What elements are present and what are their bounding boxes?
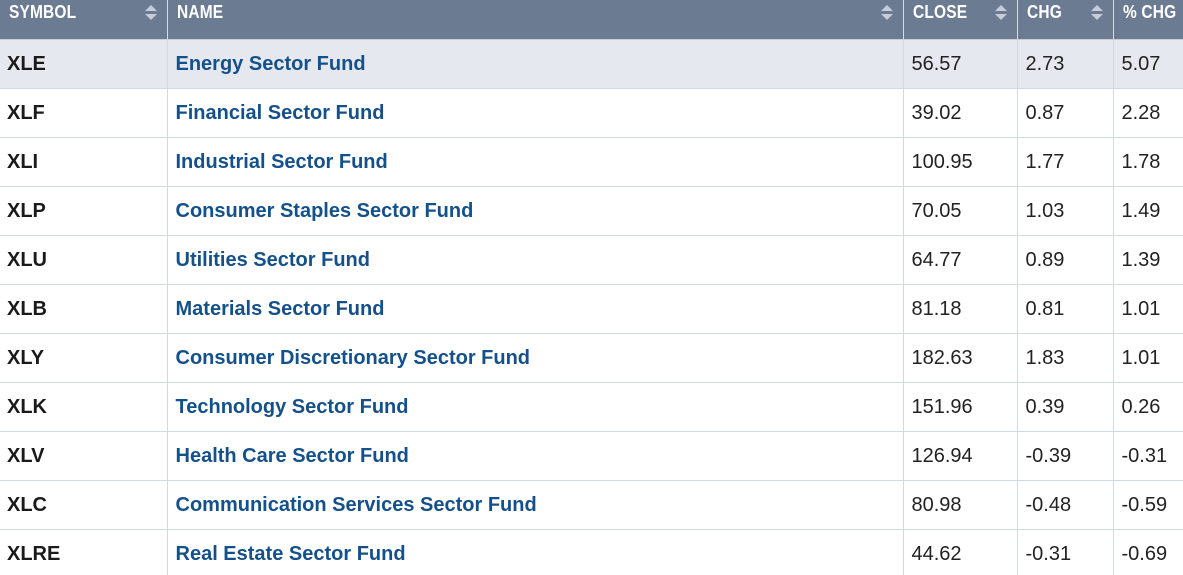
pct-chg-cell: 1.78 [1113, 137, 1183, 187]
table-row[interactable]: XLI Industrial Sector Fund 100.95 1.77 1.78 [0, 137, 1183, 187]
table-row[interactable]: XLU Utilities Sector Fund 64.77 0.89 1.39 [0, 235, 1183, 285]
pct-chg-cell: -0.59 [1113, 480, 1183, 530]
name-cell: Energy Sector Fund [167, 39, 904, 89]
pct-chg-cell: 1.39 [1113, 235, 1183, 285]
column-header-name[interactable]: NAME [167, 0, 904, 40]
fund-name-link[interactable]: Energy Sector Fund [175, 52, 366, 75]
symbol-cell: XLV [0, 431, 168, 481]
chg-cell: 1.77 [1017, 137, 1114, 187]
fund-name-link[interactable]: Consumer Staples Sector Fund [175, 199, 474, 222]
name-cell: Materials Sector Fund [167, 284, 904, 334]
table-body: XLE Energy Sector Fund 56.57 2.73 5.07 XLF Fin… [0, 39, 1183, 575]
close-cell: 81.18 [903, 284, 1018, 334]
pct-chg-cell: -0.69 [1113, 529, 1183, 575]
table-row[interactable]: XLB Materials Sector Fund 81.18 0.81 1.01 [0, 284, 1183, 334]
close-cell: 39.02 [903, 88, 1018, 138]
chg-cell: 1.83 [1017, 333, 1114, 383]
pct-chg-cell: 1.49 [1113, 186, 1183, 236]
table-row[interactable]: XLK Technology Sector Fund 151.96 0.39 0.26 [0, 382, 1183, 432]
symbol-cell: XLE [0, 39, 168, 89]
chg-cell: -0.39 [1017, 431, 1114, 481]
fund-name-link[interactable]: Materials Sector Fund [175, 297, 385, 320]
symbol-cell: XLP [0, 186, 168, 236]
chg-cell: 1.03 [1017, 186, 1114, 236]
close-cell: 80.98 [903, 480, 1018, 530]
close-cell: 44.62 [903, 529, 1018, 575]
fund-name-link[interactable]: Health Care Sector Fund [175, 444, 409, 467]
fund-name-link[interactable]: Utilities Sector Fund [175, 248, 370, 271]
symbol-cell: XLU [0, 235, 168, 285]
column-header-chg-label: CHG [1026, 2, 1062, 22]
fund-name-link[interactable]: Real Estate Sector Fund [175, 542, 406, 565]
symbol-cell: XLK [0, 382, 168, 432]
symbol-cell: XLRE [0, 529, 168, 575]
pct-chg-cell: 5.07 [1113, 39, 1183, 89]
table-row[interactable]: XLP Consumer Staples Sector Fund 70.05 1.03… [0, 186, 1183, 236]
fund-name-link[interactable]: Consumer Discretionary Sector Fund [175, 346, 531, 369]
fund-name-link[interactable]: Communication Services Sector Fund [175, 493, 537, 516]
sort-arrows-icon[interactable] [1090, 5, 1103, 21]
table-row[interactable]: XLV Health Care Sector Fund 126.94 -0.39 -0.… [0, 431, 1183, 481]
sort-arrows-icon[interactable] [994, 5, 1007, 21]
column-header-name-label: NAME [176, 2, 223, 22]
column-header-pct-chg[interactable]: % CHG [1113, 0, 1183, 40]
symbol-cell: XLB [0, 284, 168, 334]
close-cell: 100.95 [903, 137, 1018, 187]
table-row[interactable]: XLF Financial Sector Fund 39.02 0.87 2.28 [0, 88, 1183, 138]
pct-chg-cell: 2.28 [1113, 88, 1183, 138]
column-header-symbol-label: SYMBOL [9, 2, 77, 22]
symbol-cell: XLY [0, 333, 168, 383]
sort-arrows-icon[interactable] [144, 5, 157, 21]
column-header-pct-chg-label: % CHG [1122, 2, 1176, 22]
name-cell: Consumer Staples Sector Fund [167, 186, 904, 236]
chg-cell: 0.39 [1017, 382, 1114, 432]
pct-chg-cell: 1.01 [1113, 284, 1183, 334]
chg-cell: -0.48 [1017, 480, 1114, 530]
pct-chg-cell: 1.01 [1113, 333, 1183, 383]
chg-cell: -0.31 [1017, 529, 1114, 575]
table-row[interactable]: XLE Energy Sector Fund 56.57 2.73 5.07 [0, 39, 1183, 89]
column-header-close[interactable]: CLOSE [903, 0, 1018, 40]
name-cell: Consumer Discretionary Sector Fund [167, 333, 904, 383]
table-header: SYMBOL NAME CLOSE CHG [0, 0, 1183, 40]
name-cell: Financial Sector Fund [167, 88, 904, 138]
name-cell: Health Care Sector Fund [167, 431, 904, 481]
chg-cell: 0.81 [1017, 284, 1114, 334]
name-cell: Real Estate Sector Fund [167, 529, 904, 575]
column-header-close-label: CLOSE [912, 2, 967, 22]
name-cell: Communication Services Sector Fund [167, 480, 904, 530]
column-header-symbol[interactable]: SYMBOL [0, 0, 168, 40]
table-row[interactable]: XLC Communication Services Sector Fund 80.… [0, 480, 1183, 530]
name-cell: Industrial Sector Fund [167, 137, 904, 187]
name-cell: Technology Sector Fund [167, 382, 904, 432]
header-row: SYMBOL NAME CLOSE CHG [0, 0, 1183, 40]
table-row[interactable]: XLRE Real Estate Sector Fund 44.62 -0.31 -0.… [0, 529, 1183, 575]
close-cell: 70.05 [903, 186, 1018, 236]
close-cell: 182.63 [903, 333, 1018, 383]
fund-name-link[interactable]: Industrial Sector Fund [175, 150, 388, 173]
chg-cell: 0.87 [1017, 88, 1114, 138]
name-cell: Utilities Sector Fund [167, 235, 904, 285]
symbol-cell: XLI [0, 137, 168, 187]
symbol-cell: XLC [0, 480, 168, 530]
chg-cell: 2.73 [1017, 39, 1114, 89]
close-cell: 64.77 [903, 235, 1018, 285]
close-cell: 56.57 [903, 39, 1018, 89]
close-cell: 126.94 [903, 431, 1018, 481]
pct-chg-cell: 0.26 [1113, 382, 1183, 432]
pct-chg-cell: -0.31 [1113, 431, 1183, 481]
column-header-chg[interactable]: CHG [1017, 0, 1114, 40]
symbol-cell: XLF [0, 88, 168, 138]
sort-arrows-icon[interactable] [880, 5, 893, 21]
close-cell: 151.96 [903, 382, 1018, 432]
table-row[interactable]: XLY Consumer Discretionary Sector Fund 182… [0, 333, 1183, 383]
fund-name-link[interactable]: Financial Sector Fund [175, 101, 385, 124]
fund-name-link[interactable]: Technology Sector Fund [175, 395, 409, 418]
chg-cell: 0.89 [1017, 235, 1114, 285]
